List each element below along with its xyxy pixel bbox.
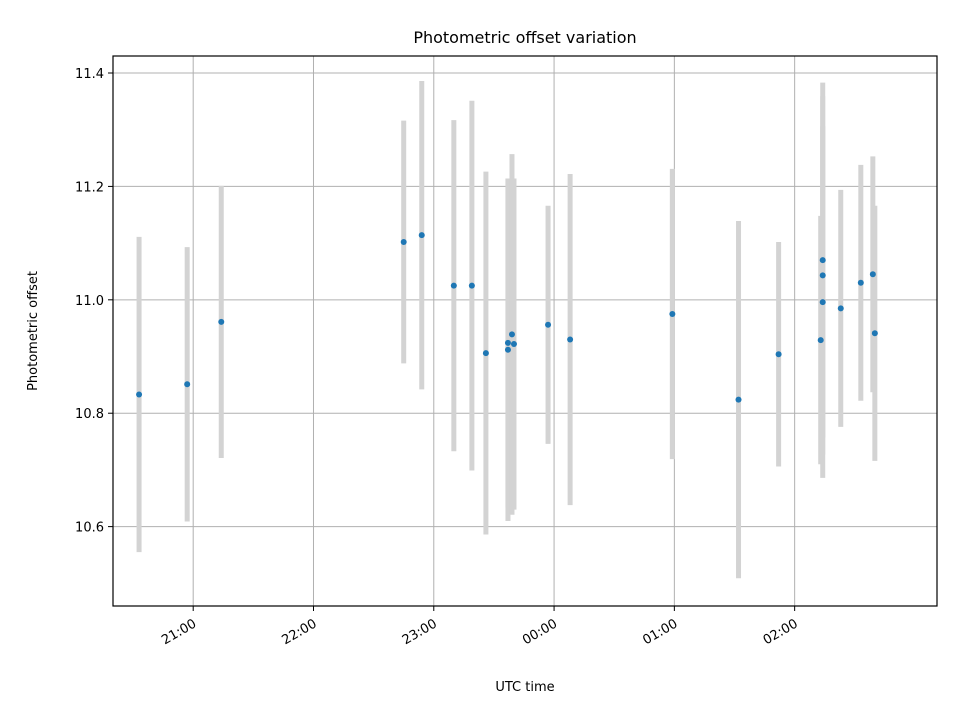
data-point [669, 310, 676, 317]
data-points [136, 232, 878, 403]
y-tick-label: 10.6 [75, 521, 104, 536]
data-point [869, 271, 876, 278]
data-point [817, 337, 824, 344]
data-point [819, 257, 826, 264]
data-point [504, 346, 511, 353]
data-point [218, 318, 225, 325]
data-point [567, 336, 574, 343]
data-point [184, 381, 191, 388]
y-tick-label: 11.4 [75, 67, 104, 82]
x-tick-label: 02:00 [761, 616, 801, 648]
data-point [450, 282, 457, 289]
data-point [871, 330, 878, 337]
x-tick-label: 01:00 [640, 616, 680, 648]
data-point [482, 350, 489, 357]
y-tick-label: 11.2 [75, 180, 104, 195]
data-point [545, 321, 552, 328]
data-point [837, 305, 844, 312]
data-point [136, 391, 143, 398]
y-axis-label: Photometric offset [26, 271, 41, 391]
data-point [857, 279, 864, 286]
data-point [418, 232, 425, 239]
x-axis-ticks: 21:00 22:00 23:00 00:00 01:00 02:00 [159, 606, 801, 648]
plot-frame [112, 55, 938, 607]
y-tick-label: 11.0 [75, 294, 104, 309]
y-axis-ticks: 10.6 10.8 11.0 11.2 11.4 [75, 67, 113, 536]
data-point [819, 299, 826, 306]
y-tick-label: 10.8 [75, 407, 104, 422]
x-tick-label: 21:00 [159, 616, 199, 648]
x-tick-label: 22:00 [280, 616, 320, 648]
x-axis-label: UTC time [495, 680, 554, 695]
data-point [775, 351, 782, 358]
data-point [508, 331, 515, 338]
x-tick-label: 00:00 [520, 616, 560, 648]
data-point [504, 339, 511, 346]
data-point [400, 238, 407, 245]
data-point [735, 396, 742, 403]
error-bars [136, 80, 878, 579]
x-tick-label: 23:00 [400, 616, 440, 648]
chart-title: Photometric offset variation [413, 28, 636, 47]
data-point [819, 272, 826, 279]
grid-layer [113, 56, 937, 606]
data-point [468, 282, 475, 289]
data-point [510, 341, 517, 348]
